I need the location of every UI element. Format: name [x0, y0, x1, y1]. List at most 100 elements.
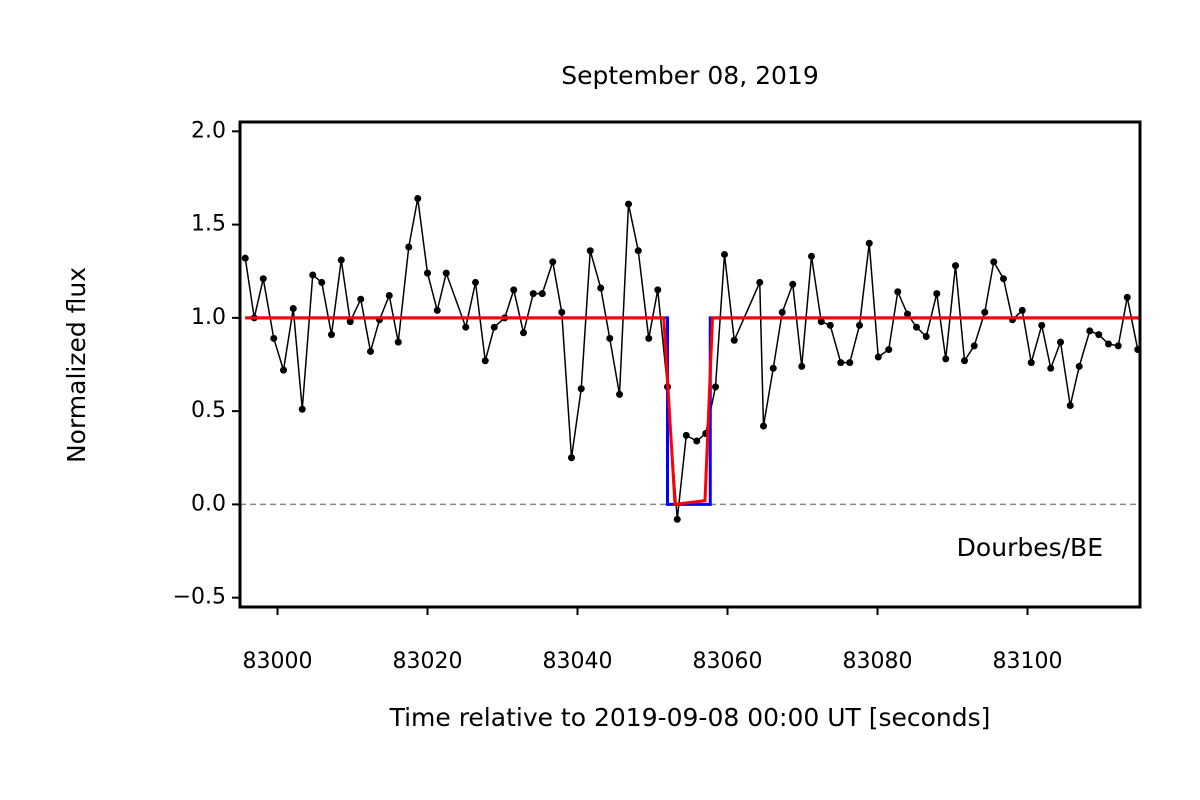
data-point [625, 200, 632, 208]
data-point [346, 318, 354, 326]
data-point [693, 437, 701, 445]
data-point [328, 331, 335, 339]
data-point [778, 308, 786, 316]
data-point [904, 310, 911, 318]
data-point [885, 346, 893, 354]
data-point [1000, 275, 1007, 283]
data-point [682, 431, 690, 439]
data-point [856, 321, 863, 329]
data-point [616, 390, 623, 398]
x-tick-label: 83000 [243, 649, 313, 674]
data-point [1057, 338, 1064, 346]
data-point [1027, 359, 1035, 367]
data-point [837, 359, 845, 367]
annotation: Dourbes/BE [957, 533, 1103, 562]
data-point [606, 334, 614, 342]
data-point [1105, 340, 1112, 348]
data-point [721, 250, 728, 258]
data-point [597, 284, 605, 292]
data-point [798, 362, 806, 370]
data-point [922, 333, 930, 341]
data-point [808, 252, 815, 260]
data-point [394, 338, 402, 346]
x-tick-label: 83100 [993, 649, 1063, 674]
y-tick-label: 0.5 [191, 398, 226, 423]
data-point [817, 318, 825, 326]
data-point [414, 194, 422, 202]
data-point [424, 269, 431, 277]
data-point [712, 383, 719, 391]
data-point [549, 258, 557, 266]
data-point [280, 366, 287, 374]
y-tick-label: 1.5 [191, 212, 226, 237]
x-tick-label: 83060 [693, 649, 763, 674]
data-point [874, 353, 882, 361]
data-point [673, 515, 681, 523]
data-point [634, 247, 642, 255]
data-point [769, 364, 777, 372]
data-point [789, 280, 797, 288]
y-axis-label: Normalized flux [62, 267, 91, 463]
chart-title: September 08, 2019 [561, 61, 818, 90]
x-tick-label: 83020 [393, 649, 463, 674]
data-point [1075, 362, 1083, 370]
data-point [913, 323, 920, 331]
data-point [970, 342, 978, 350]
data-point [1123, 293, 1131, 301]
data-point [337, 256, 345, 264]
data-point [645, 334, 653, 342]
plot-frame [238, 120, 1142, 609]
data-point [462, 323, 470, 331]
data-point [586, 247, 594, 255]
data-point [385, 291, 393, 299]
data-point [520, 329, 527, 337]
data-point [529, 290, 537, 298]
data-point [433, 306, 441, 314]
y-tick-label: 1.0 [191, 305, 226, 330]
data-point [289, 305, 297, 313]
data-point [990, 258, 998, 266]
data-point [270, 334, 278, 342]
data-point [241, 254, 249, 262]
series-line [245, 316, 1140, 506]
series-line [245, 316, 1140, 507]
series-line [244, 198, 1139, 520]
data-point [952, 262, 959, 270]
data-point [405, 243, 413, 251]
x-tick-label: 83040 [543, 649, 613, 674]
data-point [1038, 321, 1046, 329]
data-point [510, 286, 518, 294]
x-axis-label: Time relative to 2019-09-08 00:00 UT [se… [389, 703, 991, 732]
data-point [442, 269, 450, 277]
data-point [1018, 306, 1026, 314]
y-tick-label: 2.0 [191, 118, 226, 143]
data-point [826, 321, 834, 329]
data-point [472, 278, 479, 286]
data-point [961, 357, 968, 365]
data-point [309, 271, 317, 279]
data-point [1114, 342, 1122, 350]
data-point [760, 422, 767, 430]
x-tick-label: 83080 [843, 649, 913, 674]
data-point [942, 355, 950, 363]
data-point [259, 275, 267, 283]
data-point [865, 239, 873, 247]
data-point [756, 278, 764, 286]
y-tick-label: 0.0 [191, 491, 226, 516]
data-point [568, 454, 575, 462]
data-point [981, 308, 989, 316]
y-tick-label: −0.5 [173, 585, 226, 610]
data-point [490, 323, 498, 331]
data-point [367, 347, 374, 355]
data-point [481, 357, 489, 365]
data-point [1086, 327, 1094, 335]
data-point [1047, 364, 1055, 372]
data-point [577, 385, 585, 393]
data-point [654, 286, 662, 294]
data-point [318, 278, 326, 286]
data-point [894, 288, 902, 296]
data-point [730, 336, 738, 344]
data-point [538, 290, 546, 298]
data-point [357, 295, 365, 303]
